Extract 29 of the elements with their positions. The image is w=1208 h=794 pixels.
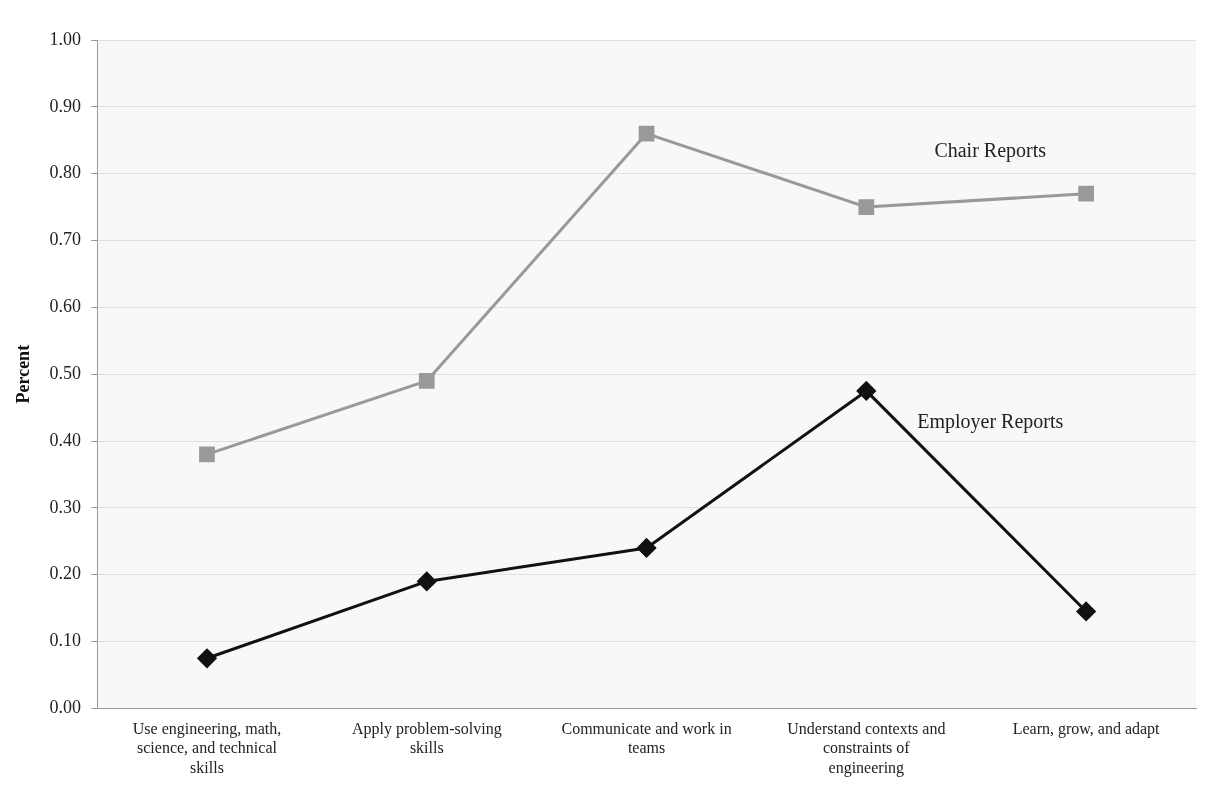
y-axis-title: Percent	[13, 344, 34, 404]
y-tick-label: 0.00	[49, 697, 82, 718]
x-tick-label: Apply problem-solving skills	[351, 720, 502, 757]
point	[418, 373, 435, 389]
point	[197, 648, 217, 668]
y-tick-label: 0.60	[49, 296, 82, 317]
series-label: Employer Reports	[917, 410, 1064, 434]
y-tick-label: 0.70	[49, 229, 82, 250]
y-tick-label: 0.30	[49, 496, 82, 517]
y-tick-label: 0.10	[49, 630, 82, 651]
series-label: Chair Reports	[934, 138, 1047, 162]
point	[637, 538, 657, 558]
y-tick-label: 0.90	[49, 95, 82, 116]
y-tick-label: 0.40	[49, 429, 82, 450]
point	[638, 125, 655, 142]
point	[199, 446, 215, 463]
point	[858, 199, 875, 215]
x-tick-label: Communicate and work in teams	[561, 720, 732, 757]
y-tick-label: 0.80	[49, 162, 82, 183]
y-tick-label: 0.20	[49, 563, 82, 584]
x-tick-label: Use engineering, math, science, and technical skills	[132, 720, 282, 776]
point	[417, 571, 437, 591]
point	[1078, 185, 1094, 202]
y-tick-label: 0.50	[49, 362, 82, 383]
y-tick-label: 1.00	[49, 28, 82, 49]
x-tick-label: Learn, grow, and adapt	[1012, 720, 1161, 739]
x-tick-label: Understand contexts and constraints of engineering	[787, 720, 946, 777]
point	[856, 381, 876, 401]
point	[1076, 601, 1096, 621]
